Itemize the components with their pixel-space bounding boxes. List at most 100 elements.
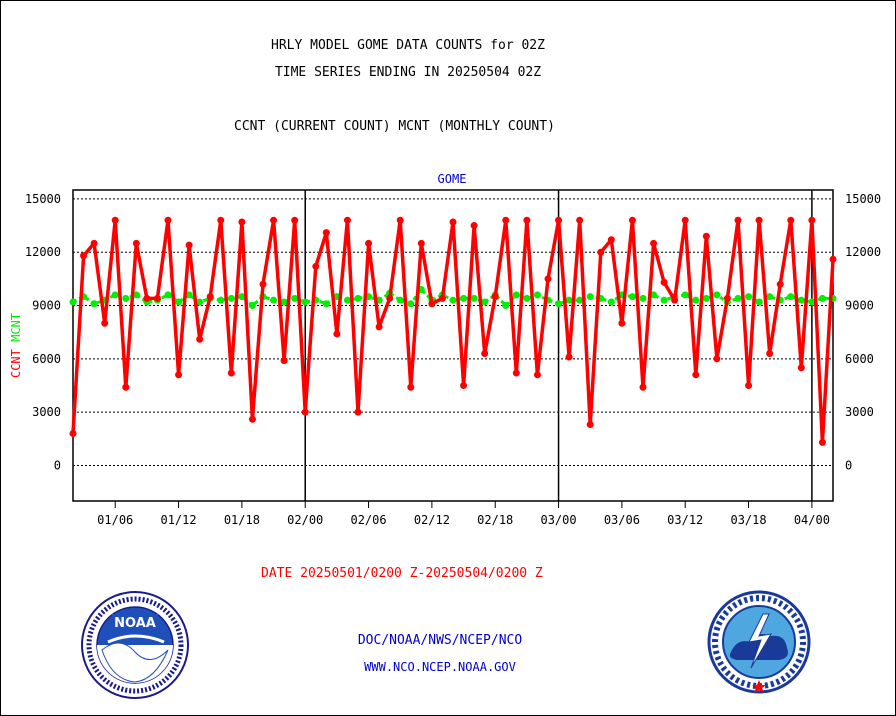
ccnt-point	[544, 275, 552, 283]
mcnt-point	[639, 294, 647, 302]
y-tick-label-right: 3000	[845, 405, 874, 419]
mcnt-point	[280, 298, 288, 306]
mcnt-point	[576, 296, 584, 304]
mcnt-point	[607, 298, 615, 306]
mcnt-point	[122, 294, 130, 302]
mcnt-point	[354, 294, 362, 302]
x-tick-label: 01/12	[160, 513, 196, 527]
ccnt-point	[333, 330, 341, 338]
x-tick-label: 02/00	[287, 513, 323, 527]
chart-subtitle: TIME SERIES ENDING IN 20250504 02Z	[274, 65, 542, 80]
mcnt-point	[797, 296, 805, 304]
ccnt-point	[650, 239, 658, 247]
ccnt-point	[301, 408, 309, 416]
y-tick-label-right: 15000	[845, 192, 881, 206]
x-tick-label: 01/18	[224, 513, 260, 527]
mcnt-point	[702, 294, 710, 302]
ccnt-point	[671, 296, 679, 304]
ccnt-point	[555, 216, 563, 224]
ccnt-point	[227, 369, 235, 377]
mcnt-point	[460, 294, 468, 302]
mcnt-point	[407, 300, 415, 308]
ccnt-point	[776, 280, 784, 288]
mcnt-point	[217, 296, 225, 304]
ccnt-point	[122, 383, 130, 391]
ccnt-point	[481, 349, 489, 357]
y-tick-label-left: 0	[54, 458, 61, 472]
ccnt-point	[523, 216, 531, 224]
ccnt-point	[196, 335, 204, 343]
x-tick-label: 02/18	[477, 513, 513, 527]
chart-title: HRLY MODEL GOME DATA COUNTS for 02Z	[271, 38, 545, 53]
ccnt-point	[417, 239, 425, 247]
y-tick-label-right: 0	[845, 458, 852, 472]
y-tick-label-left: 6000	[32, 352, 61, 366]
ccnt-point	[829, 255, 837, 263]
ccnt-point	[512, 369, 520, 377]
ccnt-point	[576, 216, 584, 224]
ccnt-point	[90, 239, 98, 247]
ccnt-point	[69, 429, 77, 437]
ccnt-point	[132, 239, 140, 247]
x-tick-label: 03/06	[604, 513, 640, 527]
ccnt-point	[460, 381, 468, 389]
ccnt-point	[723, 294, 731, 302]
mcnt-point	[238, 293, 246, 301]
mcnt-point	[713, 291, 721, 299]
mcnt-point	[248, 302, 256, 310]
x-tick-label: 03/00	[540, 513, 576, 527]
mcnt-point	[185, 291, 193, 299]
mcnt-point	[449, 296, 457, 304]
ccnt-point	[818, 438, 826, 446]
x-tick-label: 04/00	[794, 513, 830, 527]
ccnt-point	[270, 216, 278, 224]
ccnt-point	[428, 300, 436, 308]
y-tick-label-right: 12000	[845, 245, 881, 259]
ccnt-point	[248, 415, 256, 423]
mcnt-point	[132, 291, 140, 299]
national-weather-service-logo	[707, 590, 811, 694]
mcnt-point	[660, 296, 668, 304]
ccnt-point	[734, 216, 742, 224]
panel-label: GOME	[437, 172, 467, 186]
ccnt-point	[175, 371, 183, 379]
y-tick-label-left: 3000	[32, 405, 61, 419]
mcnt-point	[766, 293, 774, 301]
ccnt-point	[681, 216, 689, 224]
ccnt-point	[386, 294, 394, 302]
ccnt-point	[755, 216, 763, 224]
mcnt-point	[343, 296, 351, 304]
mcnt-point	[787, 293, 795, 301]
mcnt-point	[628, 293, 636, 301]
ccnt-point	[153, 294, 161, 302]
mcnt-point	[175, 298, 183, 306]
ccnt-point	[607, 236, 615, 244]
ccnt-point	[343, 216, 351, 224]
mcnt-point	[681, 291, 689, 299]
ccnt-point	[808, 216, 816, 224]
ccnt-point	[164, 216, 172, 224]
y-tick-label-left: 12000	[25, 245, 61, 259]
mcnt-point	[396, 296, 404, 304]
ccnt-point	[259, 280, 267, 288]
mcnt-point	[470, 294, 478, 302]
ccnt-point	[375, 323, 383, 331]
mcnt-point	[196, 298, 204, 306]
ccnt-point	[702, 232, 710, 240]
ccnt-point	[291, 216, 299, 224]
y-tick-label-right: 6000	[845, 352, 874, 366]
ccnt-point	[639, 383, 647, 391]
mcnt-point	[512, 291, 520, 299]
mcnt-point	[164, 291, 172, 299]
ccnt-point	[618, 319, 626, 327]
footer-website: WWW.NCO.NCEP.NOAA.GOV	[364, 660, 516, 674]
x-tick-label: 03/12	[667, 513, 703, 527]
ccnt-point	[312, 262, 320, 270]
ccnt-point	[143, 294, 151, 302]
y-axis-label-mcnt: MCNT	[9, 313, 23, 349]
y-axis-label: CCNT MCNT	[9, 313, 23, 378]
mcnt-point	[502, 302, 510, 310]
mcnt-point	[523, 294, 531, 302]
mcnt-point	[734, 294, 742, 302]
ccnt-point	[111, 216, 119, 224]
